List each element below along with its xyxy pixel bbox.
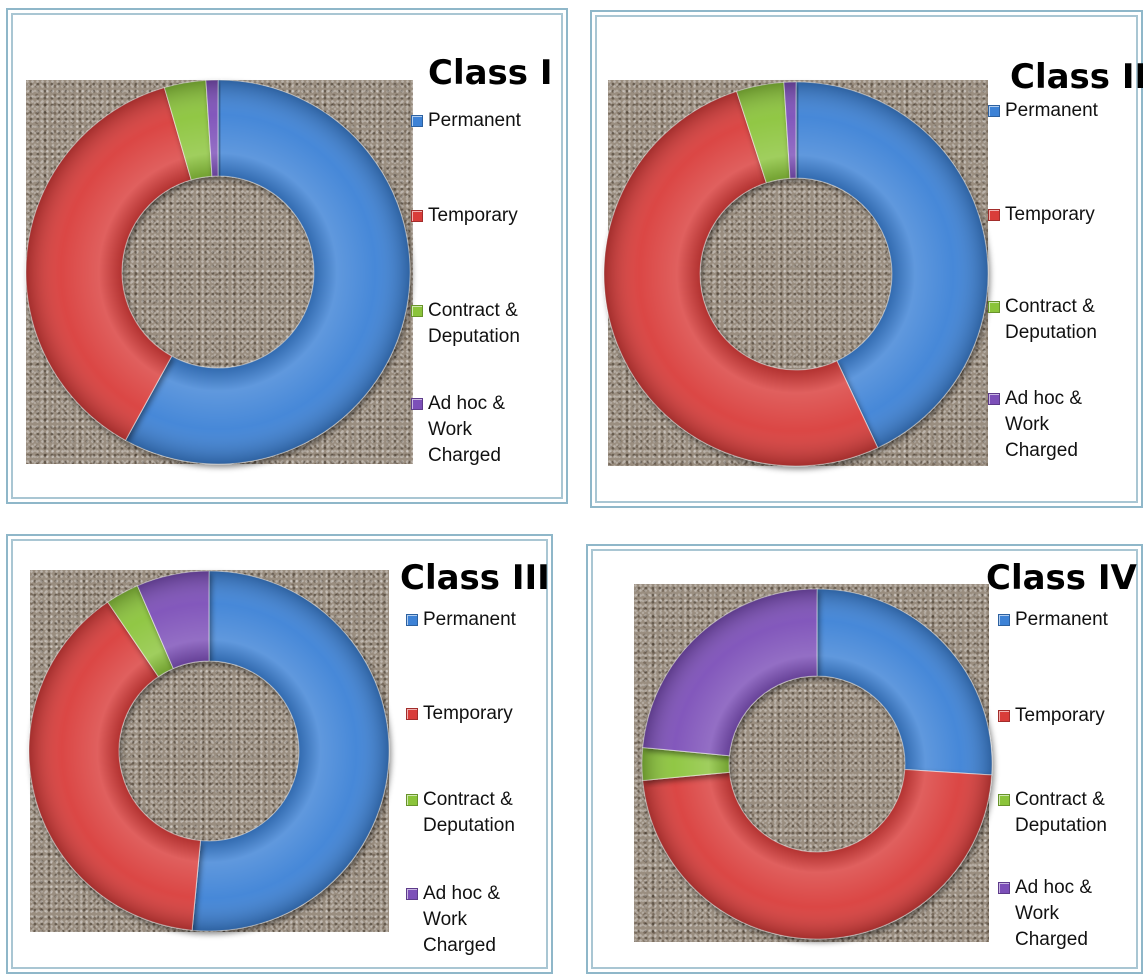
- slice-permanent-shading: [192, 571, 389, 931]
- legend-swatch: [406, 794, 418, 806]
- chart-title: Class II: [1010, 57, 1143, 97]
- slice-contract-deputation-shading: [107, 585, 174, 677]
- legend-item-permanent: Permanent: [406, 607, 556, 633]
- legend-label: Ad hoc & Work Charged: [428, 393, 506, 466]
- legend-label: Temporary: [1015, 705, 1105, 726]
- slice-adhoc-work-charged-shading: [783, 82, 796, 179]
- legend-swatch: [988, 209, 1000, 221]
- slice-contract-deputation: [736, 81, 791, 184]
- legend-label: Ad hoc & Work Charged: [423, 883, 501, 956]
- legend-label: Permanent: [1005, 100, 1098, 121]
- legend-item-contract-deputation: Contract & Deputation: [988, 294, 1118, 346]
- legend-swatch: [411, 115, 423, 127]
- chart-panel-class-ii: Class II Permanent Temporary Contract & …: [590, 10, 1143, 508]
- donut-chart: [25, 79, 411, 465]
- slice-temporary: [25, 87, 192, 441]
- legend-label: Contract & Deputation: [428, 300, 520, 347]
- chart-panel-class-i: Class I Permanent Temporary Contract & D…: [6, 8, 568, 504]
- slice-temporary-shading: [604, 91, 878, 466]
- legend-item-contract-deputation: Contract & Deputation: [411, 298, 541, 350]
- legend-swatch: [406, 708, 418, 720]
- legend-item-adhoc-work-charged: Ad hoc & Work Charged: [998, 875, 1108, 953]
- slice-adhoc-work-charged-shading: [137, 571, 209, 669]
- slice-temporary-shading: [642, 769, 992, 939]
- slice-contract-deputation-shading: [642, 747, 730, 781]
- legend-label: Ad hoc & Work Charged: [1015, 877, 1093, 950]
- legend-item-adhoc-work-charged: Ad hoc & Work Charged: [988, 386, 1098, 464]
- donut-chart: [641, 588, 993, 940]
- slice-permanent: [795, 81, 989, 449]
- legend-swatch: [998, 882, 1010, 894]
- legend-label: Temporary: [423, 703, 513, 724]
- legend-item-adhoc-work-charged: Ad hoc & Work Charged: [411, 391, 521, 469]
- legend-item-permanent: Permanent: [988, 98, 1138, 124]
- legend-item-temporary: Temporary: [988, 202, 1138, 228]
- slice-permanent: [124, 79, 411, 465]
- legend-label: Temporary: [1005, 204, 1095, 225]
- slice-permanent-shading: [125, 80, 410, 464]
- legend-item-temporary: Temporary: [998, 703, 1143, 729]
- slice-temporary-shading: [25, 87, 192, 441]
- chart-title: Class III: [400, 558, 550, 598]
- slice-contract-deputation-shading: [736, 82, 790, 183]
- legend-label: Permanent: [428, 110, 521, 131]
- legend-label: Ad hoc & Work Charged: [1005, 388, 1083, 461]
- slice-contract-deputation-shading: [164, 80, 212, 180]
- legend-label: Contract & Deputation: [423, 789, 515, 836]
- slice-adhoc-work-charged-shading: [205, 80, 218, 177]
- legend-item-temporary: Temporary: [411, 203, 561, 229]
- legend-label: Contract & Deputation: [1005, 296, 1097, 343]
- chart-panel-class-iii: Class III Permanent Temporary Contract &…: [6, 534, 553, 974]
- slice-adhoc-work-charged: [205, 79, 219, 177]
- legend-swatch: [411, 398, 423, 410]
- slice-temporary: [642, 768, 993, 940]
- legend-swatch: [988, 105, 1000, 117]
- donut-chart: [603, 81, 989, 467]
- legend-label: Permanent: [1015, 609, 1108, 630]
- legend-swatch: [411, 210, 423, 222]
- legend-label: Contract & Deputation: [1015, 789, 1107, 836]
- slice-contract-deputation: [163, 79, 213, 181]
- legend-item-contract-deputation: Contract & Deputation: [998, 787, 1128, 839]
- slice-permanent-shading: [817, 589, 992, 775]
- chart-panel-class-iv: Class IV Permanent Temporary Contract & …: [586, 544, 1143, 974]
- donut-chart: [28, 570, 390, 932]
- legend-label: Permanent: [423, 609, 516, 630]
- chart-title: Class IV: [986, 558, 1137, 598]
- slice-temporary: [603, 90, 879, 467]
- slice-permanent: [191, 570, 390, 932]
- legend-item-contract-deputation: Contract & Deputation: [406, 787, 536, 839]
- slice-adhoc-work-charged: [642, 588, 818, 757]
- slice-adhoc-work-charged: [136, 570, 210, 670]
- legend-swatch: [406, 614, 418, 626]
- legend-swatch: [411, 305, 423, 317]
- legend-swatch: [988, 393, 1000, 405]
- slice-permanent: [816, 588, 993, 776]
- legend-item-permanent: Permanent: [411, 108, 561, 134]
- slice-temporary-shading: [28, 602, 201, 931]
- legend-swatch: [406, 888, 418, 900]
- legend-item-temporary: Temporary: [406, 701, 556, 727]
- legend-swatch: [998, 794, 1010, 806]
- slice-adhoc-work-charged-shading: [642, 589, 817, 756]
- legend-swatch: [988, 301, 1000, 313]
- slice-temporary: [28, 601, 202, 931]
- slice-adhoc-work-charged: [783, 81, 797, 179]
- legend-swatch: [998, 614, 1010, 626]
- chart-title: Class I: [428, 53, 553, 93]
- legend-label: Temporary: [428, 205, 518, 226]
- legend-swatch: [998, 710, 1010, 722]
- legend-item-adhoc-work-charged: Ad hoc & Work Charged: [406, 881, 516, 959]
- legend-item-permanent: Permanent: [998, 607, 1143, 633]
- slice-permanent-shading: [796, 82, 988, 448]
